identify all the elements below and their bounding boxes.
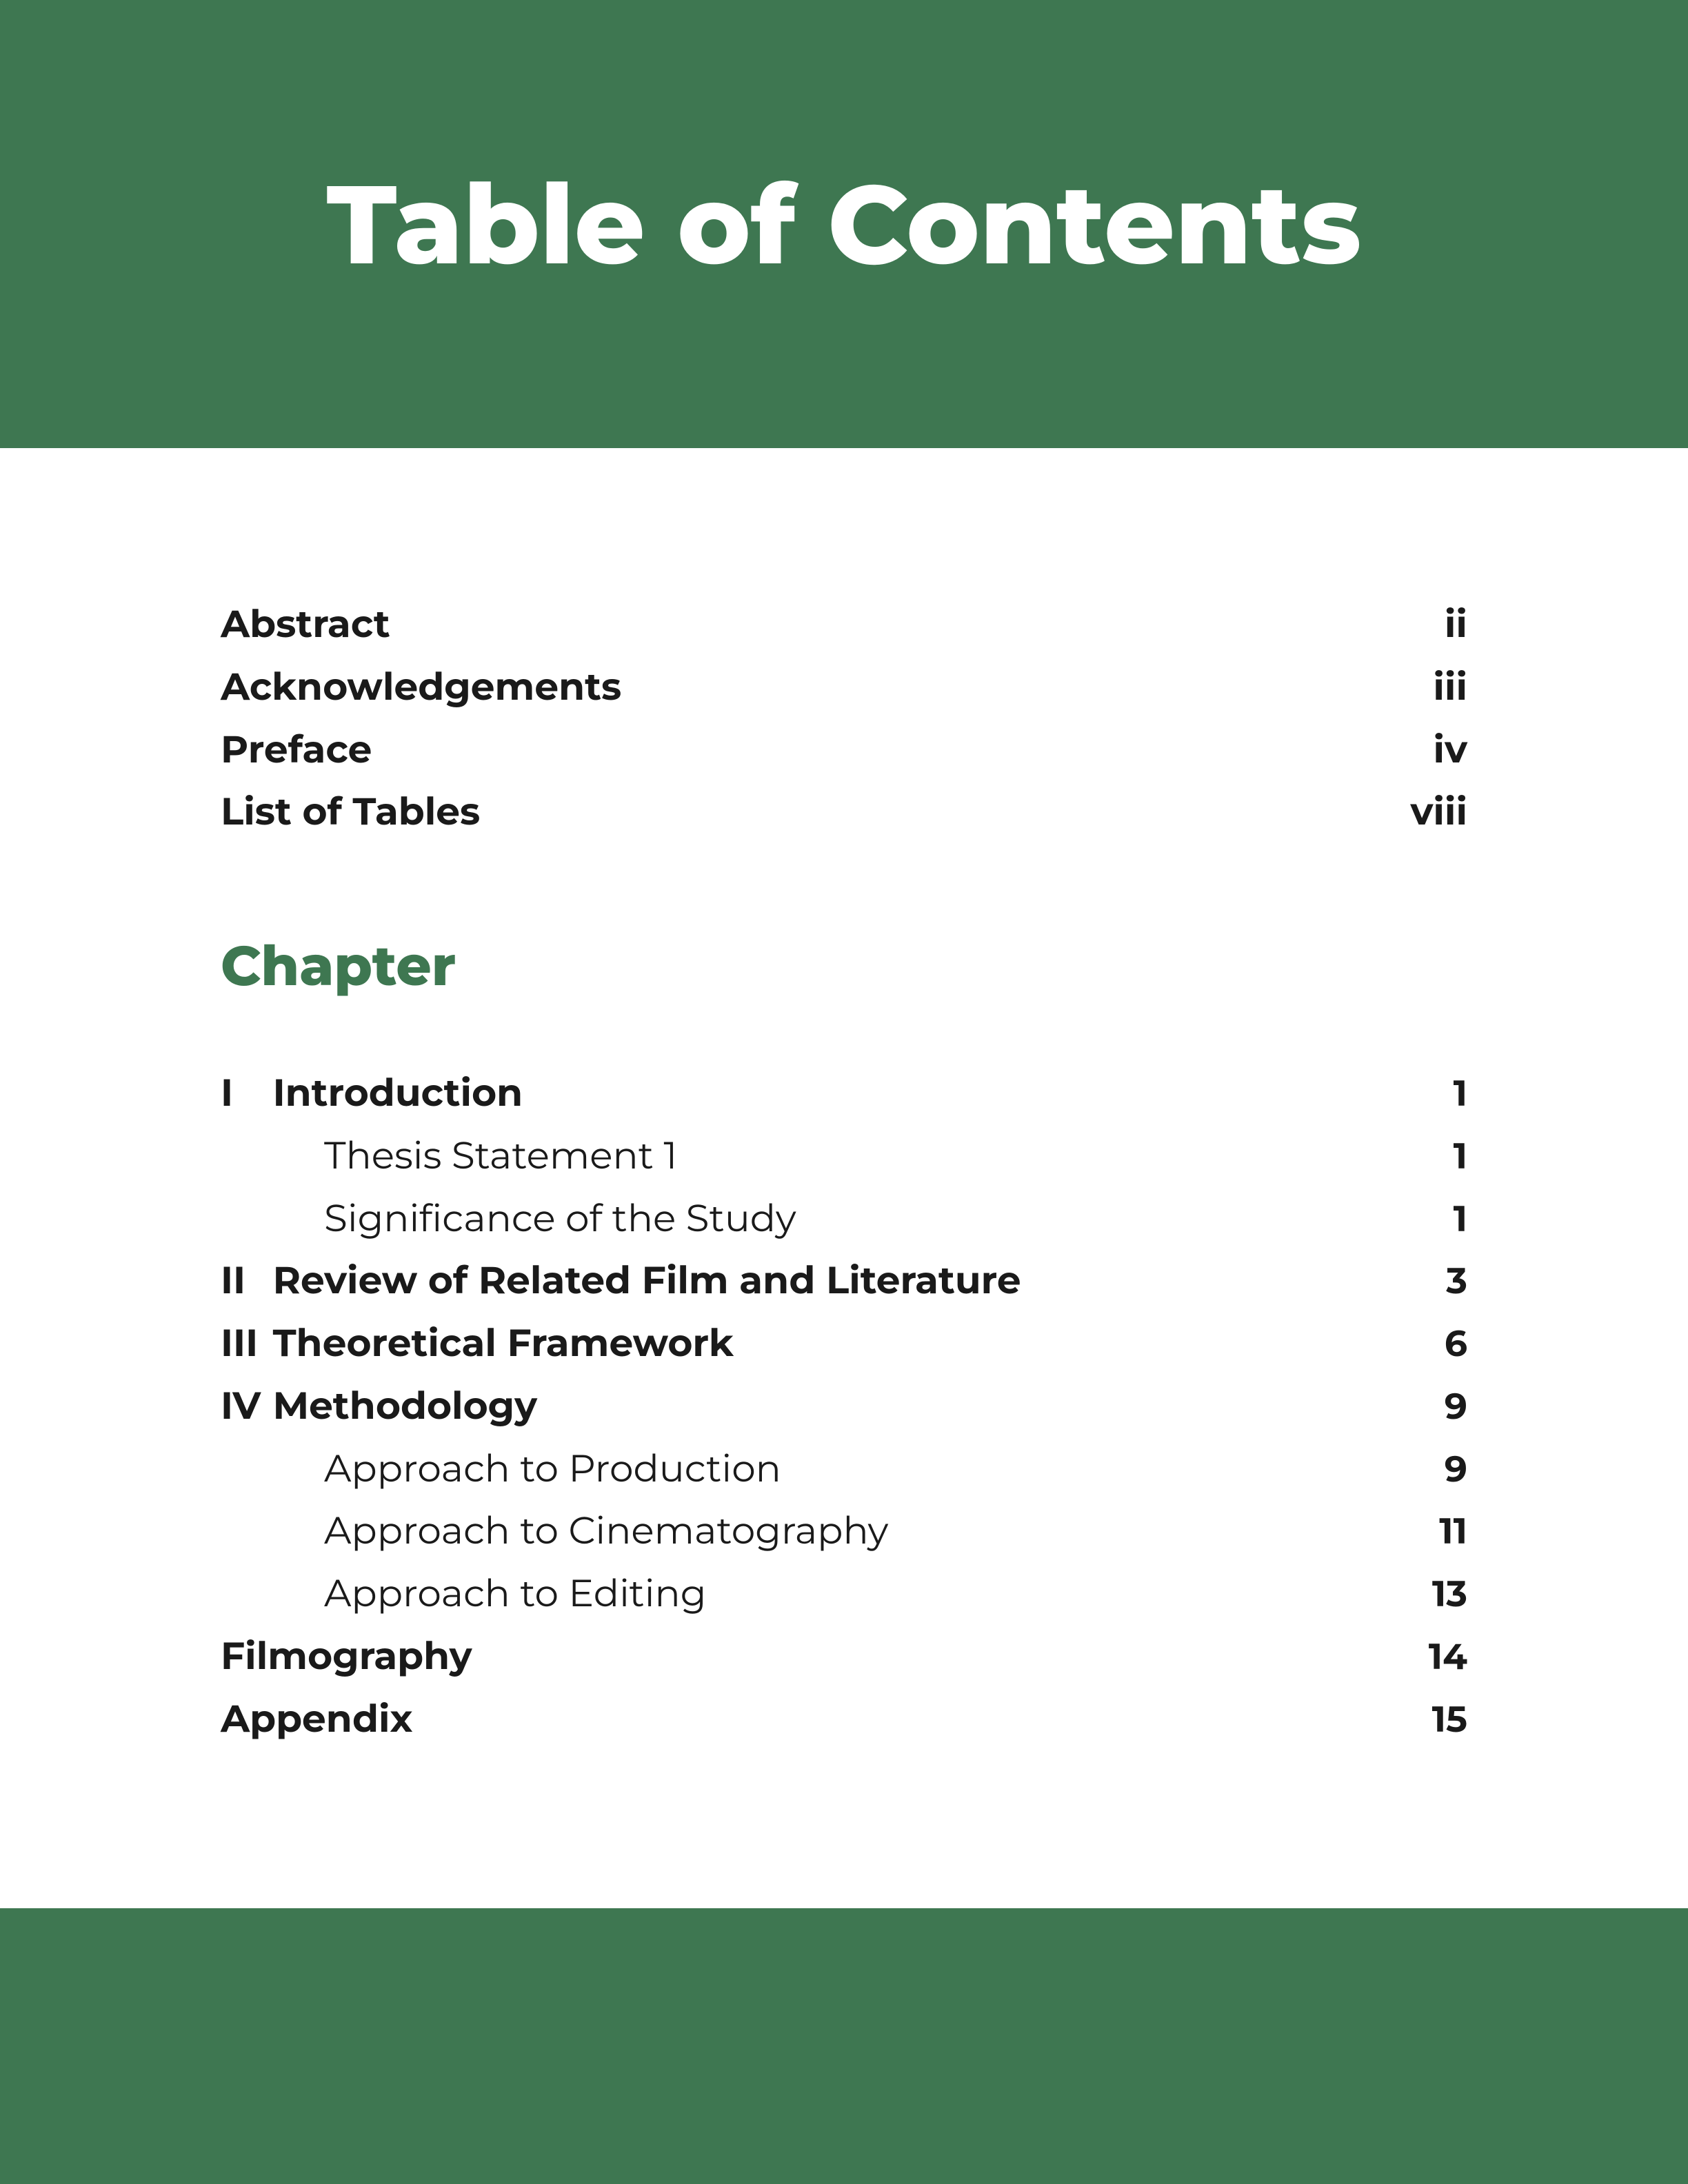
toc-roman: IV [221, 1375, 262, 1437]
toc-label-text: Methodology [262, 1382, 537, 1428]
toc-roman: II [221, 1249, 262, 1312]
toc-label: II Review of Related Film and Literature [221, 1249, 1021, 1312]
toc-page: 11 [1439, 1502, 1467, 1561]
toc-page: 1 [1454, 1064, 1467, 1124]
prelim-label: Preface [221, 718, 372, 781]
prelim-label: List of Tables [221, 780, 480, 843]
toc-label: Thesis Statement 1 [221, 1124, 677, 1187]
toc-label-text: Introduction [262, 1069, 523, 1115]
prelim-page: viii [1410, 780, 1467, 843]
toc-label-text: Theoretical Framework [262, 1320, 734, 1366]
toc-sub-row: Significance of the Study 1 [221, 1187, 1467, 1250]
chapter-list: I Introduction1Thesis Statement 11Signif… [221, 1062, 1467, 1750]
toc-sub-row: Approach to Production 9 [221, 1437, 1467, 1500]
chapter-heading: Chapter [221, 933, 1467, 1000]
toc-label: I Introduction [221, 1062, 523, 1124]
toc-page: 9 [1445, 1377, 1467, 1437]
prelim-page: iv [1434, 718, 1467, 781]
toc-label: Approach to Production [221, 1437, 781, 1500]
toc-chapter-row: II Review of Related Film and Literature… [221, 1249, 1467, 1312]
toc-roman: III [221, 1312, 262, 1375]
toc-page: 9 [1445, 1440, 1467, 1499]
toc-chapter-row: I Introduction 1 [221, 1062, 1467, 1124]
toc-content: AbstractiiAcknowledgementsiiiPrefaceivLi… [0, 448, 1688, 1908]
toc-label: IV Methodology [221, 1375, 537, 1437]
toc-page: 14 [1429, 1628, 1467, 1687]
prelim-page: ii [1445, 593, 1467, 656]
toc-page: 13 [1432, 1565, 1467, 1624]
prelim-row: Preface iv [221, 718, 1467, 781]
toc-chapter-row: IV Methodology 9 [221, 1375, 1467, 1437]
toc-sub-row: Approach to Editing 13 [221, 1562, 1467, 1625]
toc-label: Significance of the Study [221, 1187, 796, 1250]
page-header: Table of Contents [0, 0, 1688, 448]
toc-chapter-row: Filmography 14 [221, 1625, 1467, 1688]
toc-sub-row: Thesis Statement 1 1 [221, 1124, 1467, 1187]
prelim-row: Acknowledgements iii [221, 656, 1467, 718]
toc-chapter-row: III Theoretical Framework 6 [221, 1312, 1467, 1375]
prelim-label: Acknowledgements [221, 656, 621, 718]
prelim-page: iii [1433, 656, 1467, 718]
toc-label-text: Review of Related Film and Literature [262, 1257, 1021, 1303]
toc-sub-row: Approach to Cinematography 11 [221, 1499, 1467, 1562]
toc-roman: I [221, 1062, 262, 1124]
toc-chapter-row: Appendix 15 [221, 1688, 1467, 1750]
toc-label: Approach to Editing [221, 1562, 706, 1625]
prelim-label: Abstract [221, 593, 390, 656]
prelims-list: AbstractiiAcknowledgementsiiiPrefaceivLi… [221, 593, 1467, 843]
page-footer [0, 1908, 1688, 2184]
prelim-row: Abstract ii [221, 593, 1467, 656]
toc-page: 3 [1446, 1252, 1467, 1311]
toc-page: 1 [1454, 1127, 1467, 1186]
toc-label: Appendix [221, 1688, 412, 1750]
toc-label: Filmography [221, 1625, 472, 1688]
toc-page: 15 [1432, 1690, 1467, 1750]
page-title: Table of Contents [327, 157, 1362, 292]
prelim-row: List of Tables viii [221, 780, 1467, 843]
toc-page: 1 [1454, 1190, 1467, 1249]
toc-label: Approach to Cinematography [221, 1499, 888, 1562]
toc-page: 6 [1445, 1315, 1467, 1374]
toc-label: III Theoretical Framework [221, 1312, 734, 1375]
